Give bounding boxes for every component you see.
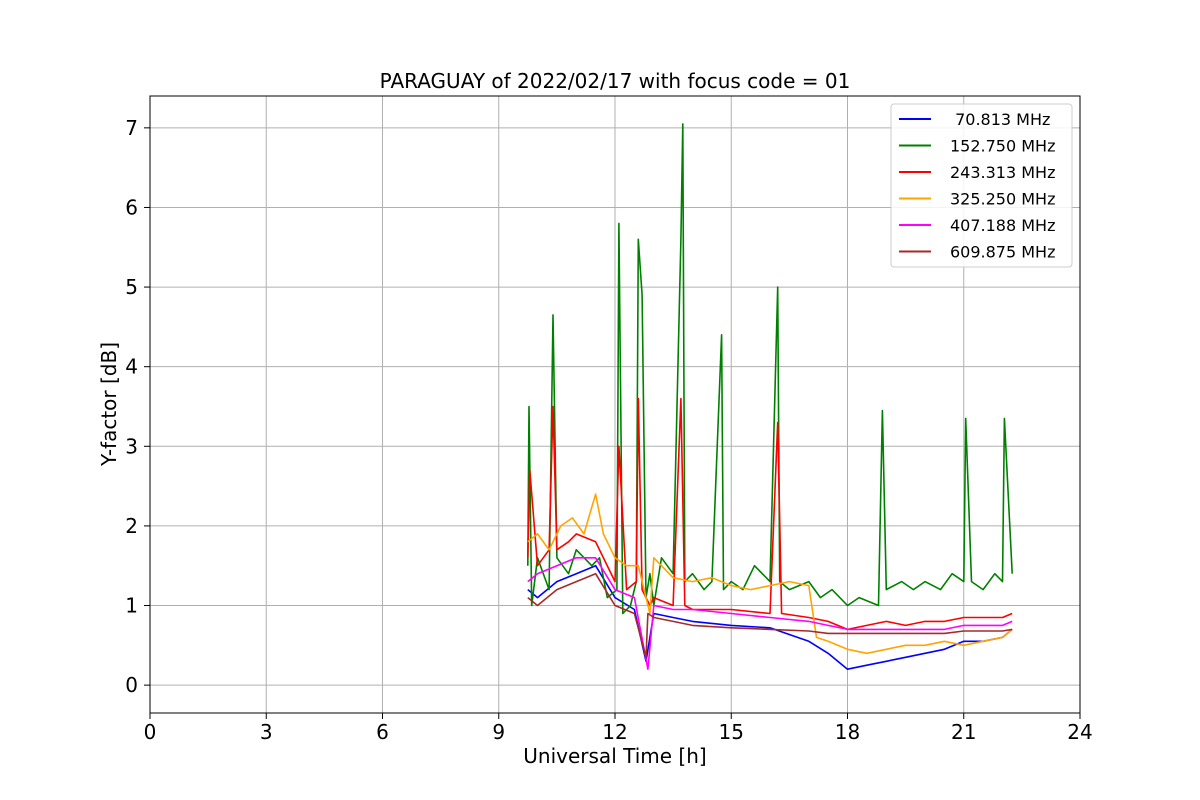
- x-tick-label: 6: [376, 720, 389, 744]
- legend: 70.813 MHz 152.750 MHz 243.313 MHz 325.250 …: [890, 103, 1073, 268]
- x-tick-label: 24: [1067, 720, 1092, 744]
- x-tick-label: 15: [719, 720, 744, 744]
- y-tick-label: 2: [125, 514, 138, 538]
- series-line-6: [527, 572, 1013, 659]
- y-axis-ticks: 0 1 2 3 4 5 6 7: [125, 116, 150, 697]
- legend-label-3: 243.313 MHz: [950, 163, 1055, 182]
- series-line-2: [527, 123, 1013, 615]
- series-group: [527, 123, 1013, 671]
- chart-title: PARAGUAY of 2022/02/17 with focus code =…: [380, 69, 851, 93]
- series-line-4: [527, 493, 1013, 655]
- y-tick-label: 7: [125, 116, 138, 140]
- x-tick-label: 21: [951, 720, 976, 744]
- legend-label-2: 152.750 MHz: [950, 137, 1055, 156]
- legend-label-6: 609.875 MHz: [950, 243, 1055, 262]
- y-tick-label: 0: [125, 673, 138, 697]
- legend-label-5: 407.188 MHz: [950, 216, 1055, 235]
- legend-label-4: 325.250 MHz: [950, 190, 1055, 209]
- y-tick-label: 3: [125, 434, 138, 458]
- grid: [149, 96, 1081, 713]
- y-tick-label: 6: [125, 195, 138, 219]
- y-tick-label: 5: [125, 275, 138, 299]
- series-line-1: [527, 564, 1013, 671]
- x-tick-label: 12: [602, 720, 627, 744]
- x-axis-ticks: 0 3 6 9 12 15 18 21 24: [144, 713, 1093, 744]
- x-tick-label: 0: [144, 720, 157, 744]
- series-line-3: [527, 397, 1013, 631]
- y-axis-label: Y-factor [dB]: [97, 342, 121, 467]
- y-tick-label: 1: [125, 594, 138, 618]
- x-tick-label: 18: [835, 720, 860, 744]
- y-tick-label: 4: [125, 355, 138, 379]
- legend-box: [890, 103, 1073, 268]
- series-line-5: [527, 556, 1013, 671]
- x-tick-label: 9: [492, 720, 505, 744]
- legend-label-1: 70.813 MHz: [950, 110, 1050, 129]
- x-tick-label: 3: [260, 720, 273, 744]
- x-axis-label: Universal Time [h]: [523, 744, 706, 768]
